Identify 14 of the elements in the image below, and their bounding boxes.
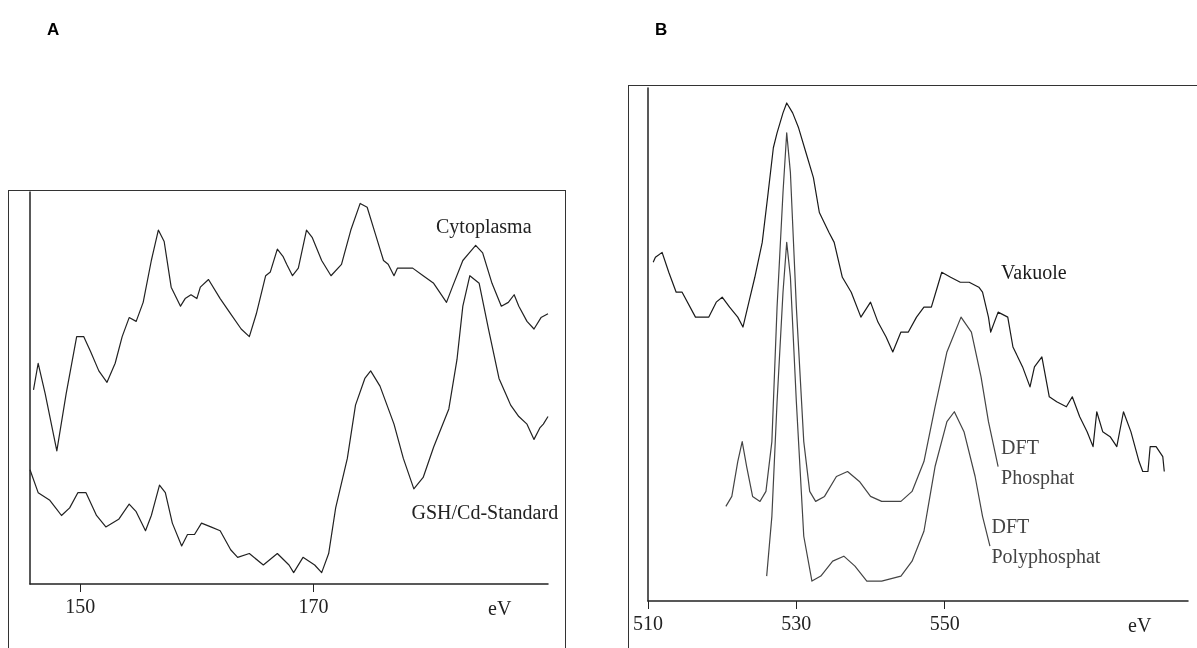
series-label: GSH/Cd-Standard	[411, 500, 559, 523]
x-tick-label: 150	[65, 595, 96, 617]
x-tick-label: 170	[298, 595, 329, 617]
series-label: Cytoplasma	[436, 215, 532, 239]
x-axis-title: eV	[1128, 614, 1152, 636]
chart-title: A	[47, 20, 60, 39]
x-tick-label: 510	[633, 612, 663, 634]
x-axis-title: eV	[488, 597, 512, 619]
series-label: Vakuole	[1001, 261, 1067, 284]
series-label: DFT Polyphosphat	[991, 515, 1101, 569]
x-tick-label: 530	[781, 612, 812, 634]
chart-title: B	[655, 20, 668, 39]
x-tick-label: 550	[929, 612, 960, 634]
series-label: DFT Phosphat	[1001, 435, 1075, 489]
